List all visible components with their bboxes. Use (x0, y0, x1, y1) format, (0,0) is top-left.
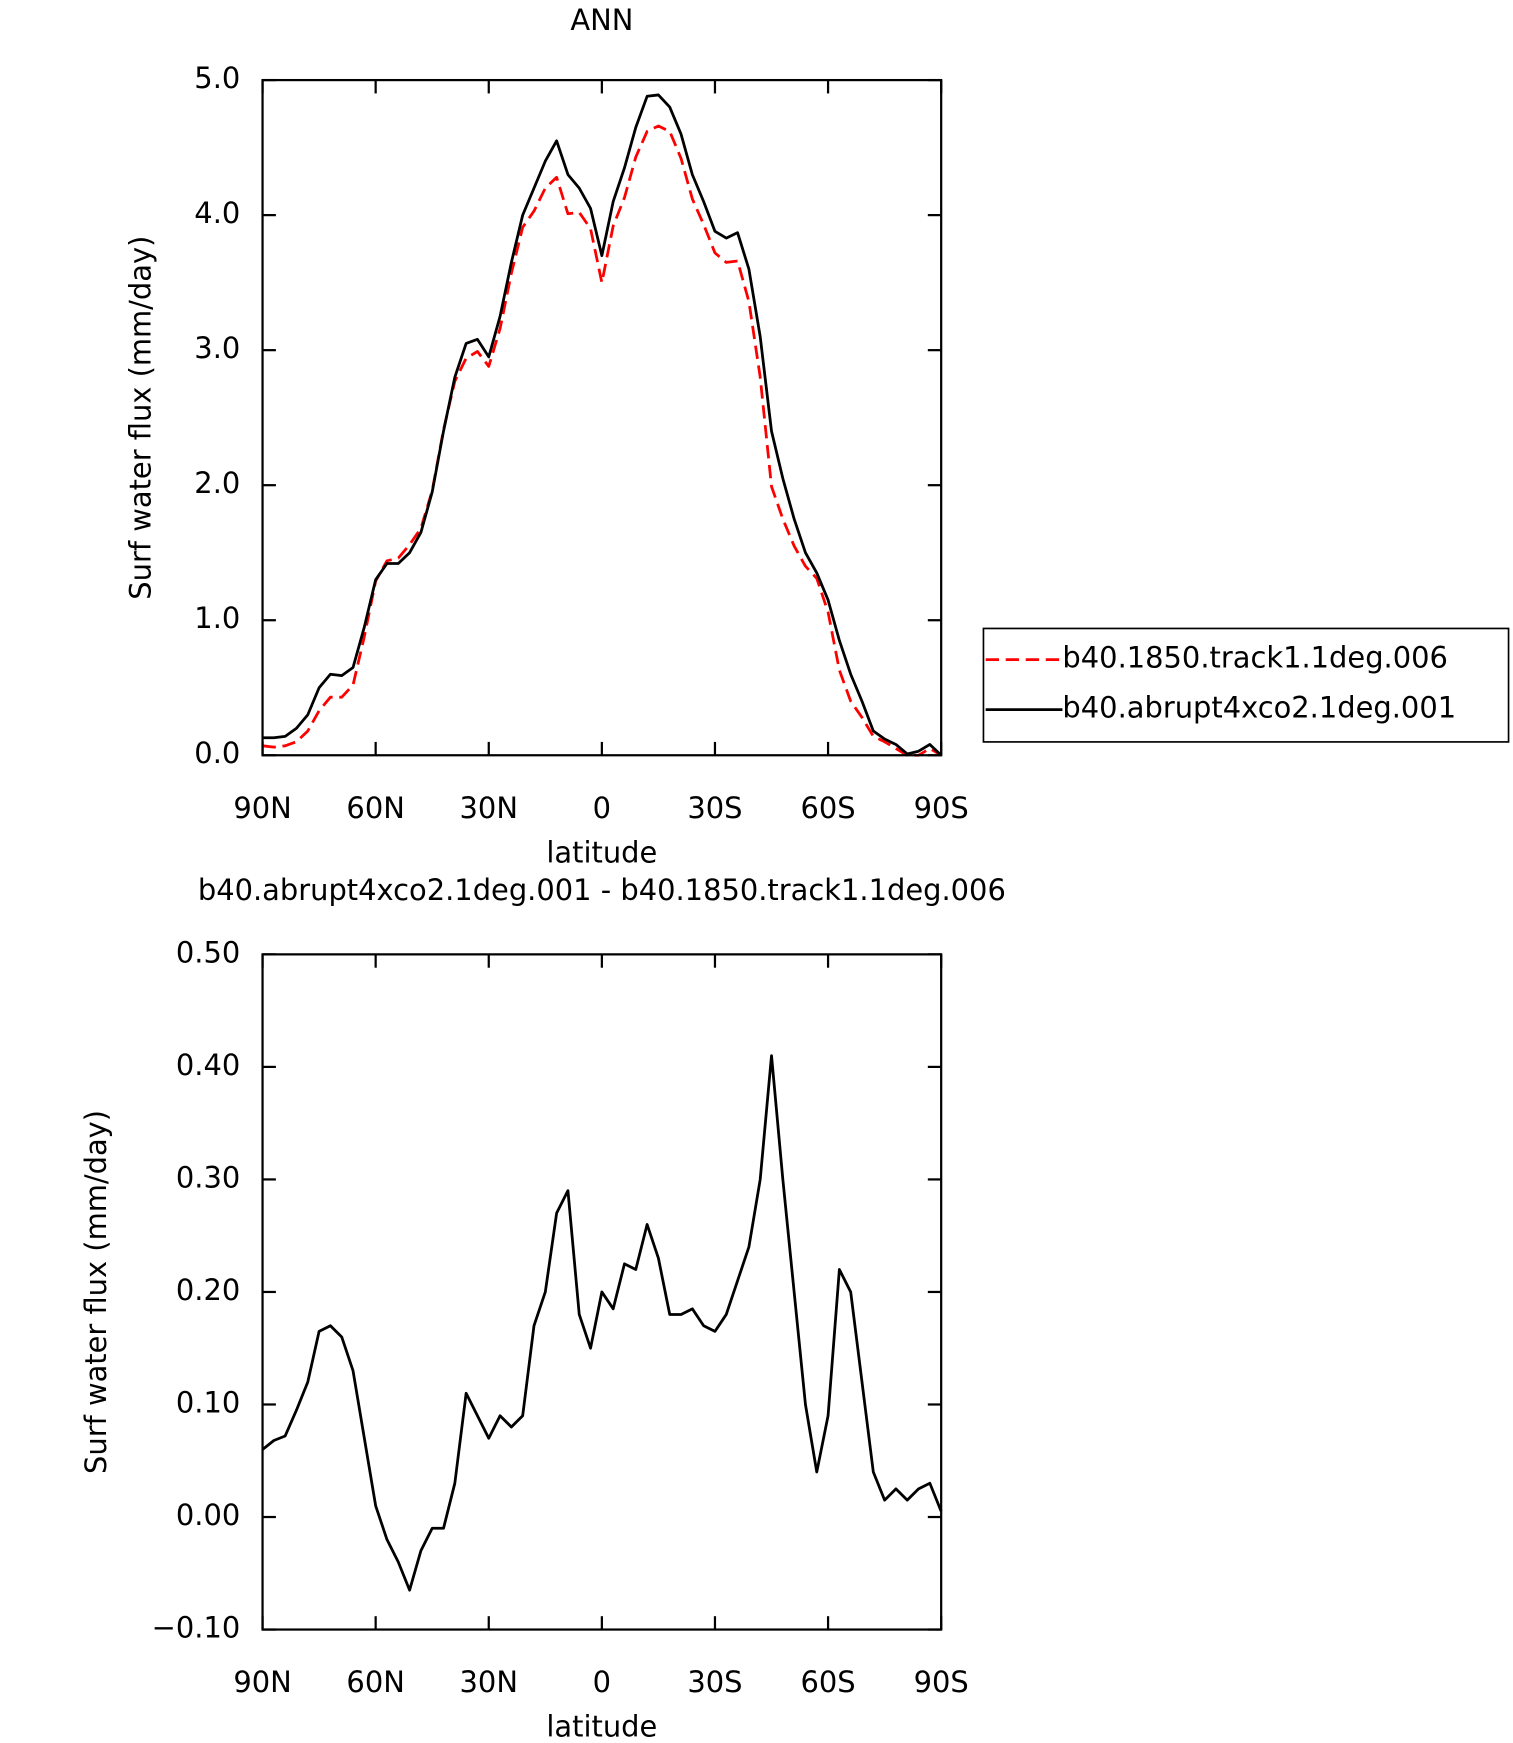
y-axis-label: Surf water flux (mm/day) (123, 236, 157, 600)
x-tick-label: 90N (233, 1665, 291, 1699)
data-line (261, 1054, 943, 1592)
data-line (262, 93, 943, 757)
chart-title: ANN (570, 3, 633, 37)
y-tick-label: 0.00 (176, 1498, 240, 1532)
y-tick-label: 0.50 (176, 935, 240, 969)
y-tick-label: 4.0 (194, 196, 240, 230)
legend-box (982, 627, 1510, 743)
x-tick-label: 30N (460, 791, 518, 825)
x-tick-label: 90S (914, 1665, 969, 1699)
chart-title: b40.abrupt4xco2.1deg.001 - b40.1850.trac… (198, 873, 1006, 907)
plot-frame (261, 78, 943, 757)
y-tick-label: 0.40 (176, 1048, 240, 1082)
x-tick-label: 60N (346, 791, 404, 825)
plot-frame (261, 953, 943, 1631)
x-tick-label: 30S (687, 1665, 742, 1699)
x-tick-label: 90N (233, 791, 291, 825)
y-tick-label: 0.20 (176, 1273, 240, 1307)
y-tick-label: 2.0 (194, 466, 240, 500)
legend-label: b40.1850.track1.1deg.006 (1062, 641, 1447, 675)
y-tick-label: 1.0 (194, 601, 240, 635)
y-tick-label: 0.30 (176, 1160, 240, 1194)
x-tick-label: 0 (593, 791, 611, 825)
x-tick-label: 60S (800, 791, 855, 825)
x-tick-label: 60N (346, 1665, 404, 1699)
x-tick-label: 30N (460, 1665, 518, 1699)
y-tick-label: 0.10 (176, 1385, 240, 1419)
y-tick-label: −0.10 (152, 1611, 241, 1645)
legend-label: b40.abrupt4xco2.1deg.001 (1062, 691, 1456, 725)
y-axis-label: Surf water flux (mm/day) (79, 1110, 113, 1474)
y-tick-label: 5.0 (194, 61, 240, 95)
y-tick-label: 3.0 (194, 331, 240, 365)
x-axis-label: latitude (546, 1710, 657, 1743)
data-line (262, 124, 942, 757)
x-tick-label: 30S (687, 791, 742, 825)
x-tick-label: 90S (914, 791, 969, 825)
y-tick-label: 0.0 (194, 736, 240, 770)
x-tick-label: 0 (593, 1665, 611, 1699)
x-axis-label: latitude (546, 835, 657, 869)
x-tick-label: 60S (800, 1665, 855, 1699)
